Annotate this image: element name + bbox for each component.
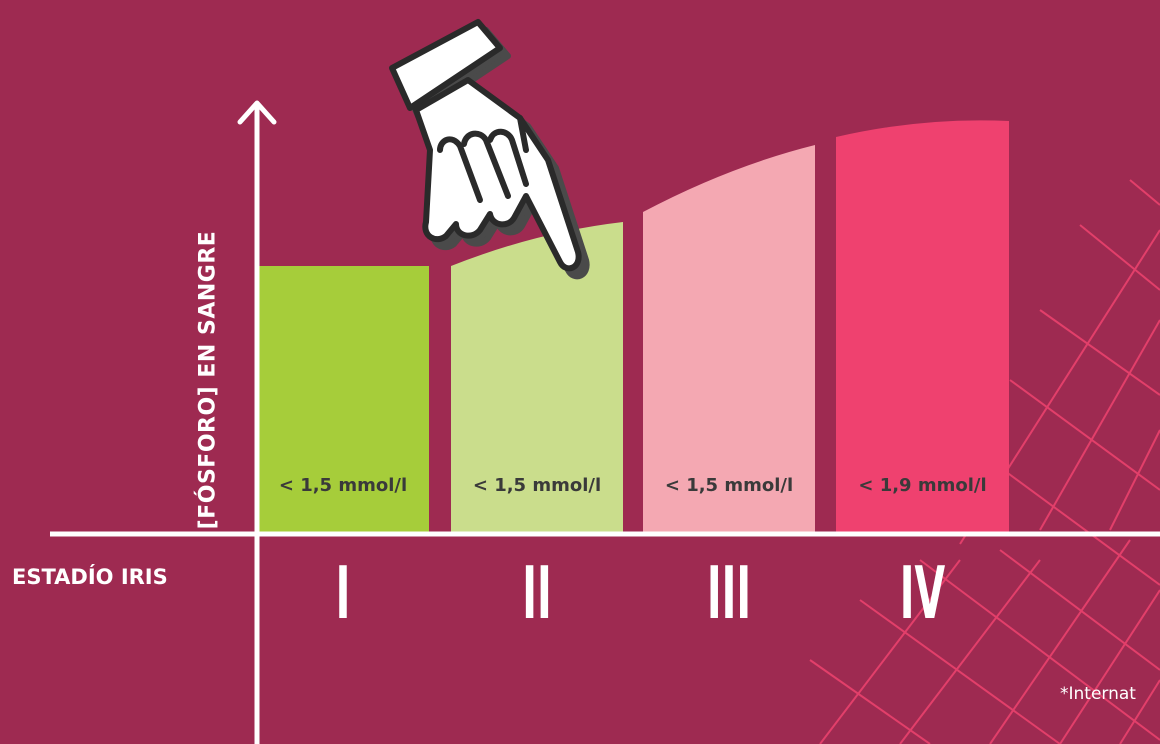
bar-stage-iv	[836, 120, 1009, 534]
data-label: < 1,9 mmol/l	[858, 475, 986, 496]
footnote: *Internat	[1060, 684, 1136, 704]
data-label: < 1,5 mmol/l	[665, 475, 793, 496]
x-axis-label: Estadío IRIS	[12, 565, 168, 589]
bar-stage-i	[257, 266, 429, 534]
bar-stage-iii	[643, 145, 815, 534]
x-tick-label: III	[707, 551, 751, 635]
x-tick-label: IV	[900, 551, 945, 635]
axis-arrow-icon	[237, 100, 277, 125]
decorative-grid	[809, 179, 1160, 744]
data-label: < 1,5 mmol/l	[279, 475, 407, 496]
x-tick-label: I	[336, 551, 351, 635]
x-tick-label: II	[522, 551, 551, 635]
data-label: < 1,5 mmol/l	[473, 475, 601, 496]
pointing-hand-icon	[389, 19, 590, 280]
y-axis	[237, 100, 277, 744]
y-axis-label: [Fósforo] en sangre	[195, 230, 221, 530]
bar-stage-ii	[451, 222, 623, 534]
